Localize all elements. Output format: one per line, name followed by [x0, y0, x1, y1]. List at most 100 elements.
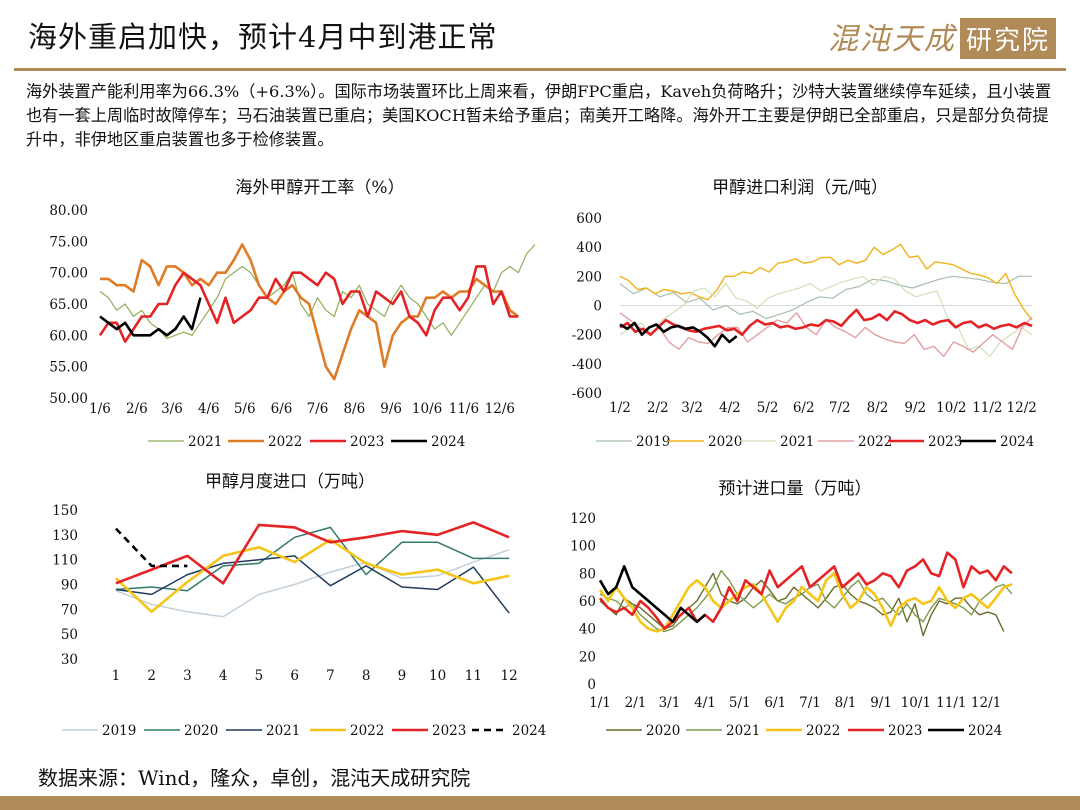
c1-legend-label: 2024	[431, 434, 465, 450]
c2-xtick: 9/2	[904, 400, 926, 416]
c3-xtick: 9	[398, 668, 407, 684]
description-text: 海外装置产能利用率为66.3%（+6.3%）。国际市场装置环比上周来看，伊朗FP…	[26, 82, 1052, 149]
c1-xtick: 1/6	[89, 401, 111, 417]
c1-series-2022	[100, 243, 520, 381]
c4-chart: 预计进口量（万吨） 0 20 40 60 80 100 120 1/1 2/1 3/1 4/1 5/1 6…	[570, 479, 1013, 739]
c2-xtick: 12/2	[1007, 400, 1037, 416]
c3-xtick: 5	[255, 668, 264, 684]
c4-ytick: 120	[570, 511, 596, 527]
c1-ytick: 80.00	[49, 203, 88, 219]
c3-legend-label: 2020	[184, 723, 218, 739]
c3-ytick: 90	[61, 578, 78, 594]
c4-series-2020	[599, 572, 1005, 637]
c4-series-2023	[599, 551, 1013, 630]
c2-legend-label: 2022	[858, 434, 892, 450]
footer-bar	[0, 796, 1080, 810]
c1-ytick: 65.00	[49, 297, 88, 313]
c4-legend-label: 2024	[968, 723, 1002, 739]
c2-ytick: 400	[576, 240, 602, 256]
c4-legend-label: 2021	[726, 723, 760, 739]
c3-xtick: 12	[501, 668, 518, 684]
c1-legend-label: 2021	[188, 434, 222, 450]
c2-ytick: 200	[576, 269, 602, 285]
c3-ytick: 70	[61, 602, 78, 618]
c1-xtick: 11/6	[449, 401, 479, 417]
c3-xtick: 7	[326, 668, 335, 684]
c3-legend-label: 2022	[350, 723, 384, 739]
c4-ytick: 40	[579, 622, 596, 638]
c2-legend-label: 2023	[928, 434, 962, 450]
c4-ytick: 20	[579, 649, 596, 665]
c3-ytick: 30	[61, 652, 78, 668]
c4-title: 预计进口量（万吨）	[719, 479, 872, 499]
c2-xtick: 7/2	[829, 400, 851, 416]
c3-legend-label: 2023	[432, 723, 466, 739]
c3-legend-label: 2019	[102, 723, 136, 739]
c2-legend-label: 2024	[1000, 434, 1034, 450]
c4-xtick: 10/1	[901, 695, 931, 711]
c3-series-2024	[114, 527, 188, 568]
c1-xtick: 6/6	[271, 401, 293, 417]
c2-series-2023	[619, 308, 1033, 336]
c4-series-2022	[598, 572, 1013, 633]
c2-series-2021	[619, 275, 1033, 358]
c2-ytick: 0	[593, 299, 602, 315]
c3-title: 甲醇月度进口（万吨）	[205, 472, 375, 492]
c2-title: 甲醇进口利润（元/吨）	[712, 178, 888, 198]
c4-xtick: 11/1	[936, 695, 966, 711]
c1-xtick: 7/6	[307, 401, 329, 417]
c1-ytick: 55.00	[49, 360, 88, 376]
c1-xtick: 3/6	[161, 401, 183, 417]
c3-legend-label: 2021	[266, 723, 300, 739]
c3-xtick: 6	[290, 668, 299, 684]
c4-series-2024	[598, 565, 706, 624]
c3-xtick: 8	[362, 668, 371, 684]
c1-xtick: 12/6	[485, 401, 515, 417]
c2-xtick: 11/2	[972, 400, 1002, 416]
c1-ytick: 50.00	[49, 391, 88, 407]
c1-title: 海外甲醇开工率（%）	[235, 178, 404, 198]
c2-xtick: 10/2	[936, 400, 966, 416]
c1-ytick: 70.00	[49, 266, 88, 282]
c4-legend-label: 2023	[888, 723, 922, 739]
title-divider	[14, 68, 1066, 71]
c2-series-2019	[619, 275, 1032, 320]
c2-ytick: -600	[572, 386, 602, 402]
c3-xtick: 3	[183, 668, 192, 684]
c3-series-2021	[115, 555, 510, 614]
c1-series-2023	[98, 265, 519, 343]
c2-series-2024	[619, 321, 738, 348]
source-note: 数据来源：Wind，隆众，卓创，混沌天成研究院	[38, 766, 471, 790]
c4-xtick: 8/1	[835, 695, 857, 711]
c2-xtick: 8/2	[867, 400, 889, 416]
c2-xtick: 1/2	[609, 400, 631, 416]
c3-series-2023	[115, 521, 510, 585]
c2-legend-label: 2021	[780, 434, 814, 450]
c2-xtick: 2/2	[647, 400, 669, 416]
c1-xtick: 5/6	[234, 401, 256, 417]
c2-xtick: 3/2	[681, 400, 703, 416]
c4-xtick: 2/1	[625, 695, 647, 711]
c4-xtick: 9/1	[870, 695, 892, 711]
c1-legend-label: 2023	[350, 434, 384, 450]
c4-ytick: 0	[587, 677, 596, 693]
c1-ytick: 60.00	[49, 328, 88, 344]
c3-ytick: 110	[52, 553, 78, 569]
c3-series-2019	[115, 548, 510, 618]
c1-xtick: 9/6	[380, 401, 402, 417]
c1-legend-label: 2022	[268, 434, 302, 450]
c2-ytick: 600	[576, 211, 602, 227]
header: 海外重启加快，预计4月中到港正常 混沌天成 研究院	[0, 0, 1080, 70]
c4-xtick: 1/1	[589, 695, 611, 711]
c2-xtick: 4/2	[719, 400, 741, 416]
c4-xtick: 6/1	[764, 695, 786, 711]
c3-ytick: 50	[61, 627, 78, 643]
c4-xtick: 4/1	[694, 695, 716, 711]
c2-ytick: -400	[572, 357, 602, 373]
c2-ytick: -200	[572, 328, 602, 344]
c2-xtick: 5/2	[757, 400, 779, 416]
c4-ytick: 60	[579, 594, 596, 610]
c3-series-2020	[115, 526, 510, 592]
c4-xtick: 7/1	[799, 695, 821, 711]
c3-xtick: 2	[147, 668, 156, 684]
